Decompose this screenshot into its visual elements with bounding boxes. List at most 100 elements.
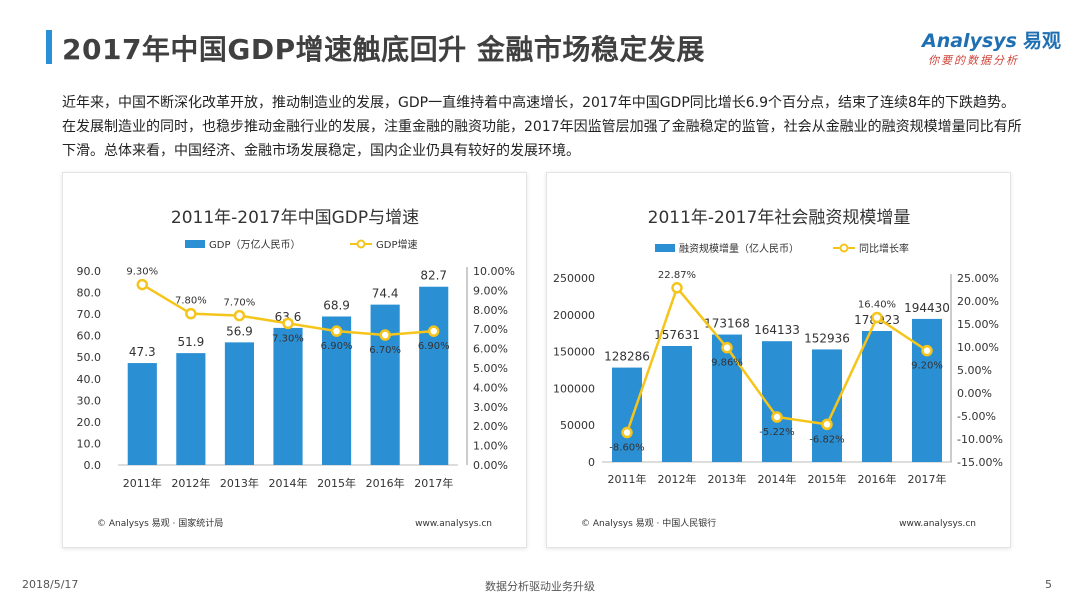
bar <box>224 342 254 465</box>
growth-point <box>921 344 933 357</box>
growth-value-label: 6.90% <box>321 341 353 352</box>
legend-line-marker <box>839 243 849 253</box>
growth-point <box>379 329 391 341</box>
category-label: 2017年 <box>908 472 947 486</box>
bar-value-label: 47.3 <box>129 345 156 359</box>
growth-point <box>871 311 883 324</box>
bar-value-label: 152936 <box>804 331 850 345</box>
left-axis-tick: 200000 <box>553 309 595 322</box>
right-axis-tick: 2.00% <box>473 420 508 433</box>
legend-line-label: 同比增长率 <box>859 242 909 255</box>
legend-bar-swatch <box>655 244 675 252</box>
growth-point <box>621 426 633 439</box>
title-accent-bar <box>46 30 52 64</box>
right-axis-tick: 1.00% <box>473 440 508 453</box>
legend-line-label: GDP增速 <box>376 238 417 251</box>
category-label: 2014年 <box>269 476 308 490</box>
left-axis-tick: 60.0 <box>77 330 102 343</box>
growth-value-label: 9.30% <box>126 267 158 278</box>
category-label: 2011年 <box>123 476 162 490</box>
bar <box>176 353 206 465</box>
left-axis-tick: 70.0 <box>77 308 102 321</box>
right-axis-tick: -10.00% <box>957 433 1003 446</box>
bar-value-label: 82.7 <box>420 269 447 283</box>
bar <box>370 304 400 465</box>
legend-bar-label: 融资规模增量（亿人民币） <box>679 242 799 255</box>
bar <box>273 327 303 465</box>
bar <box>322 316 352 465</box>
footer-date: 2018/5/17 <box>22 578 79 591</box>
growth-point <box>671 282 683 294</box>
bar <box>912 318 942 462</box>
chart-source: © Analysys 易观 · 国家统计局 <box>97 519 224 529</box>
financing-chart-panel: 2011年-2017年社会融资规模增量 融资规模增量（亿人民币） 同比增长率 0 500… <box>546 172 1011 548</box>
left-axis-tick: 90.0 <box>77 265 102 278</box>
growth-point <box>821 418 833 431</box>
left-axis-tick: 50.0 <box>77 351 102 364</box>
bar <box>862 330 892 462</box>
category-label: 2015年 <box>808 472 847 486</box>
right-axis-tick: 5.00% <box>473 362 508 375</box>
page-title: 2017年中国GDP增速触底回升 金融市场稳定发展 <box>62 33 705 66</box>
growth-point <box>330 325 343 337</box>
growth-value-label: 9.20% <box>911 361 943 372</box>
gdp-chart: 2011年-2017年中国GDP与增速 GDP（万亿人民币） GDP增速 0.0 10.… <box>77 208 515 490</box>
left-axis-tick: 10.0 <box>77 437 102 450</box>
growth-point <box>233 309 246 322</box>
left-axis-tick: 50000 <box>560 419 595 432</box>
right-axis-tick: -15.00% <box>957 456 1003 469</box>
right-axis-tick: 7.00% <box>473 323 508 336</box>
category-label: 2012年 <box>171 476 210 490</box>
right-axis-tick: 10.00% <box>957 341 999 354</box>
left-axis-tick: 250000 <box>553 272 595 285</box>
left-axis-tick: 0.0 <box>84 459 102 472</box>
category-label: 2016年 <box>858 472 897 486</box>
growth-point <box>427 325 440 337</box>
right-axis-tick: 0.00% <box>473 459 508 472</box>
right-axis-tick: 10.00% <box>473 265 515 278</box>
intro-paragraph: 近年来，中国不断深化改革开放，推动制造业的发展，GDP一直维持着中高速增长，20… <box>62 95 1022 159</box>
legend-line-marker <box>356 239 366 249</box>
chart-title: 2011年-2017年中国GDP与增速 <box>171 208 419 228</box>
bar <box>419 286 449 465</box>
right-axis-tick: 9.00% <box>473 284 508 297</box>
logo-slogan: 你要的数据分析 <box>928 54 1019 67</box>
right-axis-tick: -5.00% <box>957 410 996 423</box>
bar-value-label: 68.9 <box>323 298 350 312</box>
left-axis-tick: 0 <box>588 456 595 469</box>
footer-slogan: 数据分析驱动业务升级 <box>485 580 595 593</box>
growth-value-label: -8.60% <box>609 443 644 454</box>
right-axis-tick: 4.00% <box>473 381 508 394</box>
left-axis-tick: 100000 <box>553 382 595 395</box>
bar-value-label: 63.6 <box>275 310 302 324</box>
growth-point <box>136 278 149 291</box>
category-label: 2013年 <box>220 476 259 490</box>
logo-text: Analysys <box>922 30 1017 52</box>
legend-bar-swatch <box>185 240 205 248</box>
analysys-logo: Analysys 易观 你要的数据分析 <box>922 22 1062 72</box>
bar <box>612 367 642 462</box>
bar <box>662 345 692 462</box>
left-axis-tick: 30.0 <box>77 394 102 407</box>
page-number: 5 <box>1045 578 1052 591</box>
right-axis-tick: 3.00% <box>473 401 508 414</box>
left-axis-tick: 150000 <box>553 346 595 359</box>
right-axis-tick: 0.00% <box>957 387 992 400</box>
bar <box>712 334 742 462</box>
legend-bar-label: GDP（万亿人民币） <box>209 238 300 251</box>
growth-point <box>771 411 783 423</box>
bar-value-label: 164133 <box>754 323 800 337</box>
left-axis-tick: 20.0 <box>77 416 102 429</box>
bar-value-label: 128286 <box>604 350 650 364</box>
right-axis-tick: 6.00% <box>473 343 508 356</box>
growth-value-label: 7.30% <box>272 333 304 344</box>
bar-value-label: 194430 <box>904 301 950 315</box>
logo-wordmark: Analysys 易观 <box>922 26 1061 53</box>
category-label: 2012年 <box>658 472 697 486</box>
growth-value-label: 7.80% <box>175 296 207 307</box>
growth-value-label: -5.22% <box>759 427 794 438</box>
right-axis-tick: 8.00% <box>473 304 508 317</box>
category-label: 2016年 <box>366 476 405 490</box>
chart-url: www.analysys.cn <box>415 519 492 529</box>
